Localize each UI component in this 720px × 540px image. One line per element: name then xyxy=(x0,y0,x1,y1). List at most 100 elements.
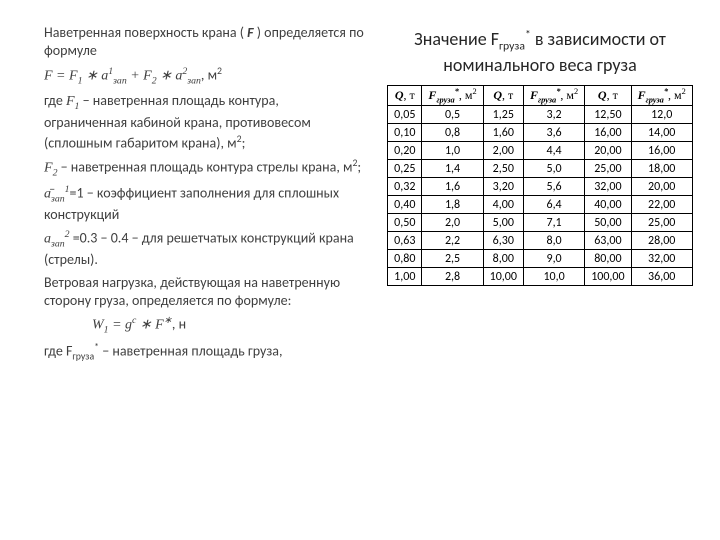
table-cell: 6,30 xyxy=(483,232,523,250)
text: F = F xyxy=(44,69,78,84)
table-cell: 0,8 xyxy=(422,124,483,142)
table-row: 0,321,63,205,632,0020,00 xyxy=(388,178,693,196)
table-cell: 20,00 xyxy=(631,178,692,196)
col-Q-1: Q, т xyxy=(388,85,422,105)
text: , м xyxy=(201,67,217,84)
table-cell: 32,00 xyxy=(631,250,692,268)
sub: зап xyxy=(51,193,65,204)
table-cell: 0,10 xyxy=(388,124,422,142)
table-cell: 2,0 xyxy=(422,214,483,232)
table-cell: 10,0 xyxy=(523,268,584,286)
col-F-2: Fгруза*, м2 xyxy=(523,85,584,105)
paragraph-a1: а̄зап1=1 − коэффициент заполнения для сп… xyxy=(44,184,364,225)
paragraph-Fgruz: где Fгруза* − наветренная площадь груза, xyxy=(44,341,364,363)
text: = g xyxy=(109,317,132,332)
paragraph-a2: азап2 =0.3 − 0.4 − для решетчатых констр… xyxy=(44,229,364,270)
table-cell: 4,00 xyxy=(483,196,523,214)
table-cell: 18,00 xyxy=(631,160,692,178)
table-cell: 40,00 xyxy=(585,196,631,214)
text: =0.3 − 0.4 − для решетчатых конструкций … xyxy=(44,230,354,269)
table-cell: 0,25 xyxy=(388,160,422,178)
table-cell: 0,05 xyxy=(388,106,422,124)
formula-2: W1 = gc ∗ F∗, н xyxy=(44,315,364,337)
table-cell: 6,4 xyxy=(523,196,584,214)
var: а̄ xyxy=(44,187,51,202)
table-cell: 2,50 xyxy=(483,160,523,178)
sup: ∗ xyxy=(164,315,172,326)
table-cell: 3,20 xyxy=(483,178,523,196)
text: где F xyxy=(44,343,72,360)
table-row: 0,050,51,253,212,5012,0 xyxy=(388,106,693,124)
text: + F xyxy=(127,69,152,84)
table-row: 0,251,42,505,025,0018,00 xyxy=(388,160,693,178)
col-F-3: Fгруза*, м2 xyxy=(631,85,692,105)
sup: 2 xyxy=(217,65,222,77)
table-row: 0,401,84,006,440,0022,00 xyxy=(388,196,693,214)
table-cell: 0,80 xyxy=(388,250,422,268)
table-cell: 0,63 xyxy=(388,232,422,250)
table-caption: Значение Fгруза* в зависимости от номина… xyxy=(382,28,698,77)
table-cell: 8,0 xyxy=(523,232,584,250)
table-row: 0,802,58,009,080,0032,00 xyxy=(388,250,693,268)
table-cell: 63,00 xyxy=(585,232,631,250)
table-cell: 1,4 xyxy=(422,160,483,178)
table-cell: 1,6 xyxy=(422,178,483,196)
page: Наветренная поверхность крана ( F ) опре… xyxy=(0,0,720,540)
table-cell: 7,1 xyxy=(523,214,584,232)
col-Q-3: Q, т xyxy=(585,85,631,105)
table-cell: 1,0 xyxy=(422,142,483,160)
sub: груза xyxy=(499,40,525,54)
table-cell: 10,00 xyxy=(483,268,523,286)
text: ∗ a xyxy=(157,69,183,84)
table-cell: 20,00 xyxy=(585,142,631,160)
text: ∗ a xyxy=(82,69,108,84)
paragraph-wind: Ветровая нагрузка, действующая на наветр… xyxy=(44,274,364,311)
table-cell: 25,00 xyxy=(631,214,692,232)
table-body: 0,050,51,253,212,5012,00,100,81,603,616,… xyxy=(388,106,693,286)
table-head: Q, т Fгруза*, м2 Q, т Fгруза*, м2 Q, т F… xyxy=(388,85,693,105)
table-cell: 3,6 xyxy=(523,124,584,142)
text: Значение F xyxy=(414,28,499,50)
table-cell: 1,25 xyxy=(483,106,523,124)
table-cell: 32,00 xyxy=(585,178,631,196)
table-cell: 0,20 xyxy=(388,142,422,160)
table-cell: 3,2 xyxy=(523,106,584,124)
table-cell: 25,00 xyxy=(585,160,631,178)
table-cell: 28,00 xyxy=(631,232,692,250)
col-F-1: Fгруза*, м2 xyxy=(422,85,483,105)
sub: зап xyxy=(51,238,65,249)
table-cell: 16,00 xyxy=(585,124,631,142)
table-row: 0,100,81,603,616,0014,00 xyxy=(388,124,693,142)
table-cell: 1,8 xyxy=(422,196,483,214)
table-cell: 22,00 xyxy=(631,196,692,214)
text: ∗ F xyxy=(136,317,163,332)
table-cell: 36,00 xyxy=(631,268,692,286)
formula-1: F = F1 ∗ a1зап + F2 ∗ a2зап, м2 xyxy=(44,65,364,88)
sub: зап xyxy=(187,75,201,86)
table-cell: 50,00 xyxy=(585,214,631,232)
table-cell: 12,50 xyxy=(585,106,631,124)
table-cell: 1,60 xyxy=(483,124,523,142)
var: F xyxy=(66,94,75,109)
table-row: 0,632,26,308,063,0028,00 xyxy=(388,232,693,250)
sub: груза xyxy=(72,350,94,362)
table-cell: 1,00 xyxy=(388,268,422,286)
var: F xyxy=(44,160,53,175)
table-cell: 4,4 xyxy=(523,142,584,160)
table-cell: 16,00 xyxy=(631,142,692,160)
table-cell: 9,0 xyxy=(523,250,584,268)
left-column: Наветренная поверхность крана ( F ) опре… xyxy=(44,24,364,520)
paragraph-F1: где F1 − наветренная площадь контура, ог… xyxy=(44,92,364,152)
table-cell: 0,5 xyxy=(422,106,483,124)
text: Наветренная поверхность крана ( xyxy=(44,24,247,41)
text: =1 − коэффициент заполнения для сплошных… xyxy=(44,185,339,224)
paragraph-intro: Наветренная поверхность крана ( F ) опре… xyxy=(44,24,364,61)
table-cell: 5,00 xyxy=(483,214,523,232)
paragraph-F2: F2 − наветренная площадь контура стрелы … xyxy=(44,157,364,180)
table-cell: 100,00 xyxy=(585,268,631,286)
text: ; xyxy=(242,134,246,151)
table-cell: 80,00 xyxy=(585,250,631,268)
table-cell: 2,8 xyxy=(422,268,483,286)
data-table: Q, т Fгруза*, м2 Q, т Fгруза*, м2 Q, т F… xyxy=(387,85,693,286)
text: ; xyxy=(357,158,361,175)
